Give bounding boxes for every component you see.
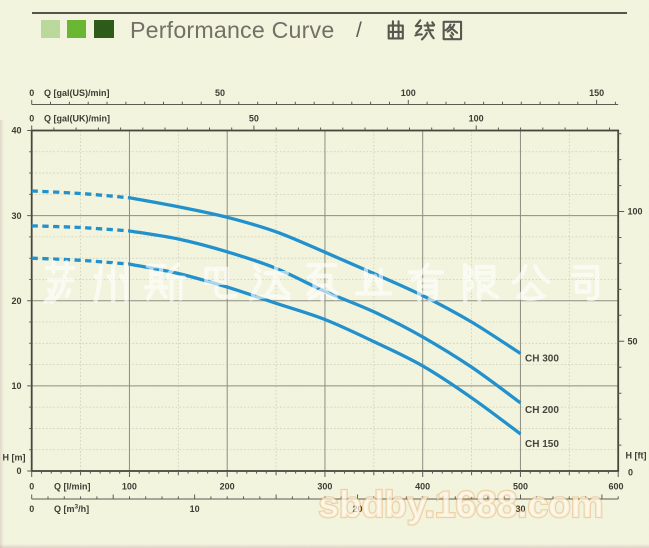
- svg-text:150: 150: [589, 88, 604, 98]
- svg-text:0: 0: [16, 466, 21, 476]
- svg-text:100: 100: [628, 207, 643, 217]
- svg-text:50: 50: [215, 88, 225, 98]
- svg-text:H [m]: H [m]: [3, 453, 26, 463]
- svg-text:10: 10: [11, 381, 21, 391]
- svg-text:20: 20: [11, 296, 21, 306]
- svg-text:CH 300: CH 300: [525, 354, 559, 365]
- svg-text:100: 100: [469, 114, 484, 124]
- svg-text:300: 300: [317, 482, 332, 492]
- svg-text:40: 40: [11, 126, 21, 136]
- svg-text:50: 50: [249, 114, 259, 124]
- svg-text:0: 0: [29, 482, 34, 492]
- svg-text:0: 0: [628, 468, 633, 478]
- svg-text:0: 0: [29, 504, 34, 514]
- svg-text:10: 10: [190, 504, 200, 514]
- svg-text:30: 30: [515, 504, 525, 514]
- svg-text:0: 0: [29, 88, 34, 98]
- svg-text:100: 100: [122, 482, 137, 492]
- svg-text:50: 50: [628, 337, 638, 347]
- svg-text:600: 600: [608, 482, 623, 492]
- svg-text:20: 20: [352, 504, 362, 514]
- svg-text:Q [m3/h]: Q [m3/h]: [54, 504, 89, 515]
- svg-text:0: 0: [29, 114, 34, 124]
- svg-text:Q [gal(US)/min]: Q [gal(US)/min]: [44, 88, 110, 98]
- svg-text:H [ft]: H [ft]: [626, 450, 647, 460]
- svg-text:CH 200: CH 200: [525, 405, 559, 416]
- svg-text:30: 30: [11, 211, 21, 221]
- svg-text:CH 150: CH 150: [525, 439, 559, 450]
- svg-text:100: 100: [401, 88, 416, 98]
- svg-text:500: 500: [513, 482, 528, 492]
- svg-text:Q [gal(UK)/min]: Q [gal(UK)/min]: [44, 114, 110, 124]
- svg-text:Q [l/min]: Q [l/min]: [54, 482, 91, 492]
- svg-text:200: 200: [220, 482, 235, 492]
- svg-text:sbdby.1688.com: sbdby.1688.com: [318, 484, 603, 525]
- svg-text:400: 400: [415, 482, 430, 492]
